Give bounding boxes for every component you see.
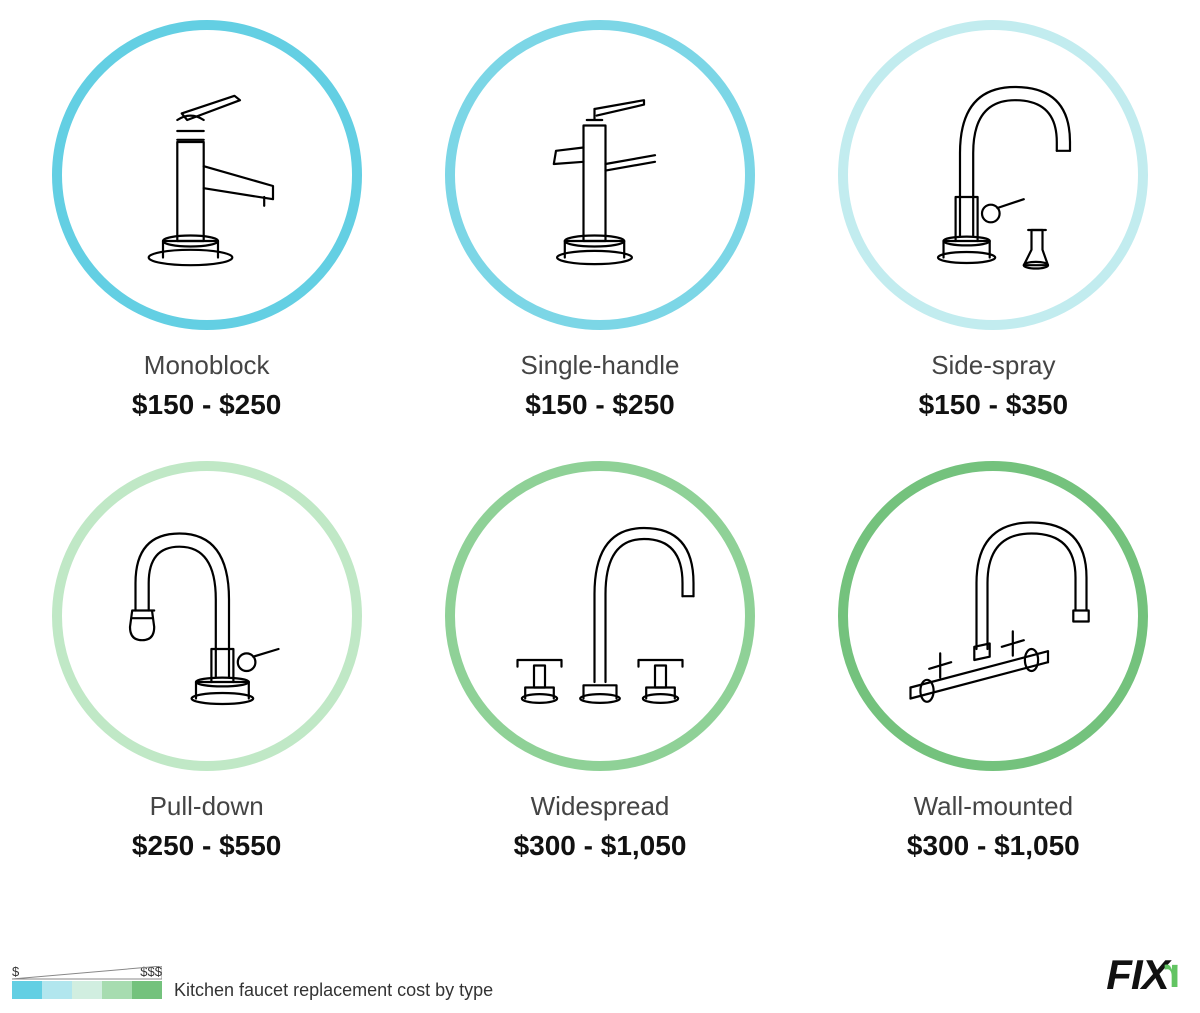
item-single-handle: Single-handle $150 - $250 [433, 20, 766, 421]
label-wall-mounted: Wall-mounted [914, 791, 1073, 822]
item-side-spray: Side-spray $150 - $350 [827, 20, 1160, 421]
wall-mounted-faucet-icon [883, 506, 1103, 726]
legend-swatch-2 [42, 981, 72, 999]
cost-legend: $ $$$ Kitchen faucet replacement cost by… [12, 964, 493, 999]
legend-swatch-3 [72, 981, 102, 999]
brand-accent: r [1165, 949, 1180, 997]
faucet-grid: Monoblock $150 - $250 [0, 0, 1200, 862]
widespread-faucet-icon [490, 506, 710, 726]
item-monoblock: Monoblock $150 - $250 [40, 20, 373, 421]
price-monoblock: $150 - $250 [132, 389, 281, 421]
label-widespread: Widespread [531, 791, 670, 822]
legend-caption: Kitchen faucet replacement cost by type [174, 980, 493, 1001]
ring-pull-down [52, 461, 362, 771]
label-pull-down: Pull-down [150, 791, 264, 822]
ring-monoblock [52, 20, 362, 330]
monoblock-faucet-icon [97, 65, 317, 285]
side-spray-faucet-icon [883, 65, 1103, 285]
brand-text: FIX [1106, 951, 1168, 999]
ring-single-handle [445, 20, 755, 330]
ring-widespread [445, 461, 755, 771]
legend-scale: $ $$$ [12, 964, 162, 999]
legend-swatch-5 [132, 981, 162, 999]
ring-side-spray [838, 20, 1148, 330]
single-handle-faucet-icon [490, 65, 710, 285]
price-wall-mounted: $300 - $1,050 [907, 830, 1080, 862]
legend-swatch-4 [102, 981, 132, 999]
legend-high: $$$ [140, 964, 162, 979]
legend-swatch-1 [12, 981, 42, 999]
price-pull-down: $250 - $550 [132, 830, 281, 862]
legend-swatches [12, 981, 162, 999]
label-side-spray: Side-spray [931, 350, 1055, 381]
label-monoblock: Monoblock [144, 350, 270, 381]
price-side-spray: $150 - $350 [919, 389, 1068, 421]
label-single-handle: Single-handle [520, 350, 679, 381]
item-pull-down: Pull-down $250 - $550 [40, 461, 373, 862]
brand-logo: FIXr [1106, 951, 1180, 999]
legend-low: $ [12, 964, 19, 979]
pull-down-faucet-icon [97, 506, 317, 726]
price-single-handle: $150 - $250 [525, 389, 674, 421]
price-widespread: $300 - $1,050 [514, 830, 687, 862]
item-widespread: Widespread $300 - $1,050 [433, 461, 766, 862]
item-wall-mounted: Wall-mounted $300 - $1,050 [827, 461, 1160, 862]
ring-wall-mounted [838, 461, 1148, 771]
